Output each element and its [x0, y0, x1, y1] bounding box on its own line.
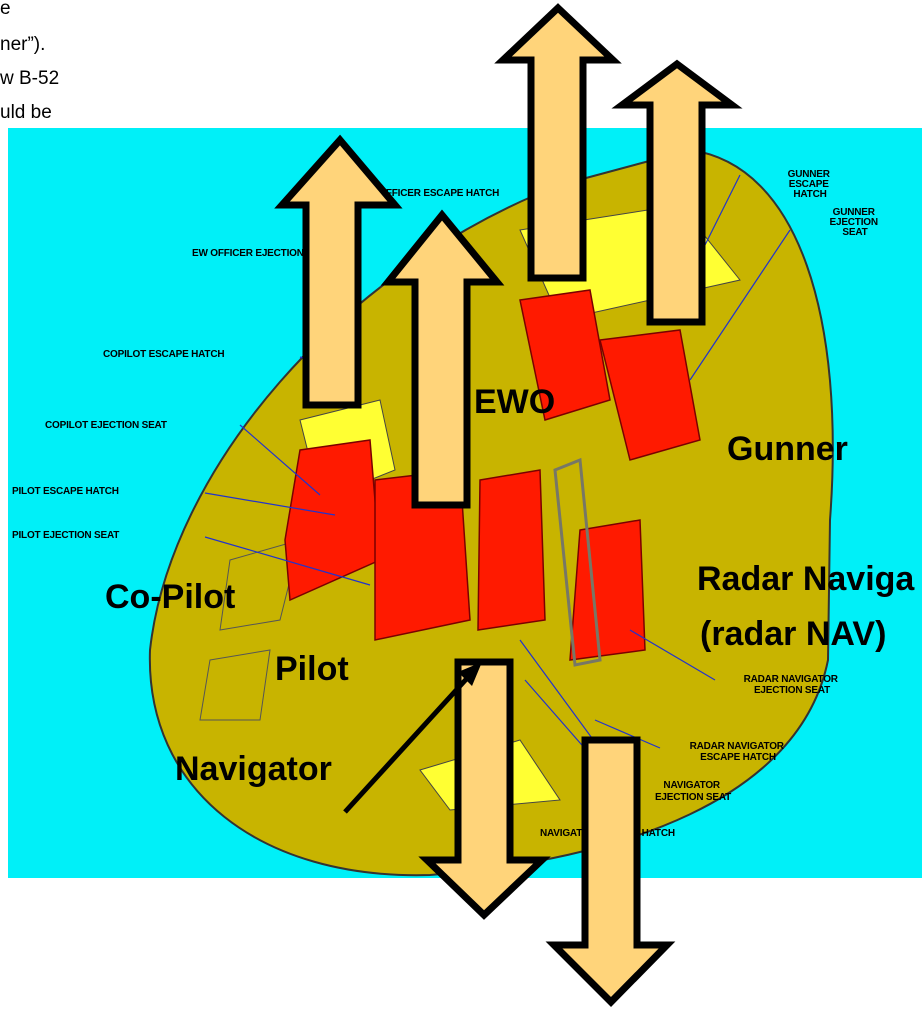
text-fragment: w B-52: [0, 68, 59, 89]
callout-line: HATCH: [793, 189, 826, 200]
crew-label: EWO: [474, 383, 555, 421]
page: {"fragments": ["e", "ner”).", "w B-52", …: [0, 0, 922, 1011]
crew-label: Radar Naviga: [697, 560, 915, 598]
callout: COPILOT ESCAPE HATCH: [103, 349, 224, 360]
callout: GUNNER ESCAPE HATCH: [788, 169, 833, 200]
seat: [570, 520, 645, 660]
crew-label: (radar NAV): [700, 615, 886, 653]
seat: [478, 470, 545, 630]
crew-label: Navigator: [175, 750, 332, 788]
callout-line: ESCAPE HATCH: [700, 752, 776, 763]
callout-line: EJECTION SEAT: [754, 685, 830, 696]
callout: PILOT EJECTION SEAT: [12, 530, 119, 541]
crew-label: Gunner: [727, 430, 848, 468]
callout: RADAR NAVIGATOR EJECTION SEAT: [744, 674, 841, 696]
callout-line: EJECTION SEAT: [655, 792, 731, 803]
callout-line: NAVIGATOR: [663, 780, 721, 791]
callout-line: RADAR NAVIGATOR: [744, 674, 839, 685]
callout: COPILOT EJECTION SEAT: [45, 420, 167, 431]
text-fragment: e: [0, 0, 11, 19]
callout: PILOT ESCAPE HATCH: [12, 486, 119, 497]
callout: RADAR NAVIGATOR ESCAPE HATCH: [690, 741, 787, 763]
text-fragment: ner”).: [0, 34, 45, 55]
slide: e ner”). w B-52 uld be GUNNER ESCAPE HAT…: [0, 0, 922, 1011]
callout-line: RADAR NAVIGATOR: [690, 741, 785, 752]
crew-label: Pilot: [275, 650, 349, 688]
crew-label: Co-Pilot: [105, 578, 235, 616]
text-fragment: uld be: [0, 102, 52, 123]
callout-line: SEAT: [842, 227, 867, 238]
callout: NAVIGATOR EJECTION SEAT: [655, 780, 731, 803]
